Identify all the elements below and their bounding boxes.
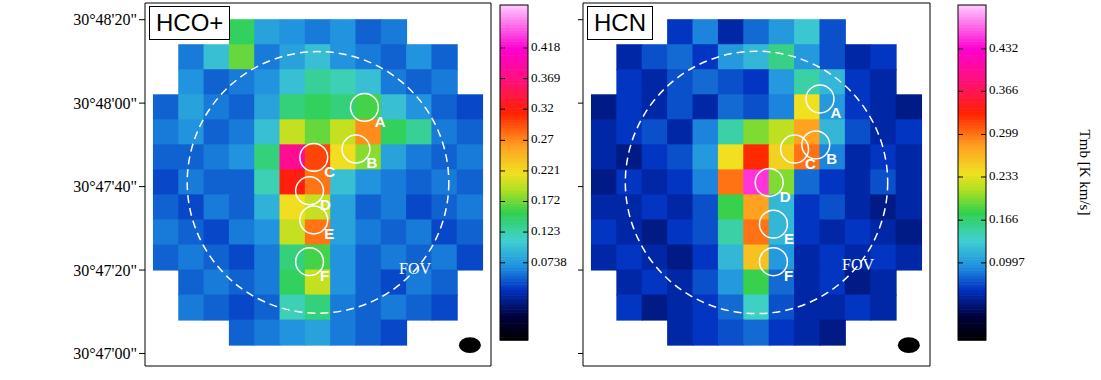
svg-text:C: C <box>324 163 335 180</box>
svg-text:0.0738: 0.0738 <box>531 254 567 269</box>
svg-text:FOV: FOV <box>842 256 874 273</box>
svg-text:C: C <box>805 155 816 172</box>
svg-text:FOV: FOV <box>399 260 431 277</box>
svg-text:F: F <box>320 267 329 284</box>
svg-text:0.299: 0.299 <box>989 125 1018 140</box>
svg-text:D: D <box>320 196 331 213</box>
svg-text:A: A <box>375 113 386 130</box>
svg-text:0.123: 0.123 <box>531 223 560 238</box>
svg-text:0.418: 0.418 <box>531 39 560 54</box>
svg-text:30°48'20": 30°48'20" <box>73 11 137 28</box>
svg-text:0.233: 0.233 <box>989 168 1018 183</box>
html-text:HCO+: HCO+ <box>156 9 224 36</box>
svg-text:F: F <box>784 267 793 284</box>
svg-text:B: B <box>366 154 377 171</box>
svg-text:0.0997: 0.0997 <box>989 254 1025 269</box>
svg-text:0.369: 0.369 <box>531 70 560 85</box>
svg-text:30°48'00": 30°48'00" <box>73 95 137 112</box>
svg-text:30°47'40": 30°47'40" <box>73 178 137 195</box>
svg-text:0.221: 0.221 <box>531 162 560 177</box>
svg-text:0.172: 0.172 <box>531 192 560 207</box>
svg-text:30°47'00": 30°47'00" <box>73 345 137 362</box>
svg-text:0.32: 0.32 <box>531 100 554 115</box>
svg-text:0.432: 0.432 <box>989 40 1018 55</box>
svg-text:A: A <box>830 104 841 121</box>
html-text:HCN: HCN <box>594 9 646 36</box>
svg-text:D: D <box>780 188 791 205</box>
svg-text:Tmb [K km/s]: Tmb [K km/s] <box>1077 130 1093 216</box>
svg-text:E: E <box>784 230 794 247</box>
svg-text:B: B <box>826 150 837 167</box>
svg-text:0.166: 0.166 <box>989 211 1019 226</box>
svg-text:0.27: 0.27 <box>531 131 554 146</box>
svg-text:E: E <box>324 225 334 242</box>
svg-text:0.366: 0.366 <box>989 82 1019 97</box>
svg-text:30°47'20": 30°47'20" <box>73 262 137 279</box>
